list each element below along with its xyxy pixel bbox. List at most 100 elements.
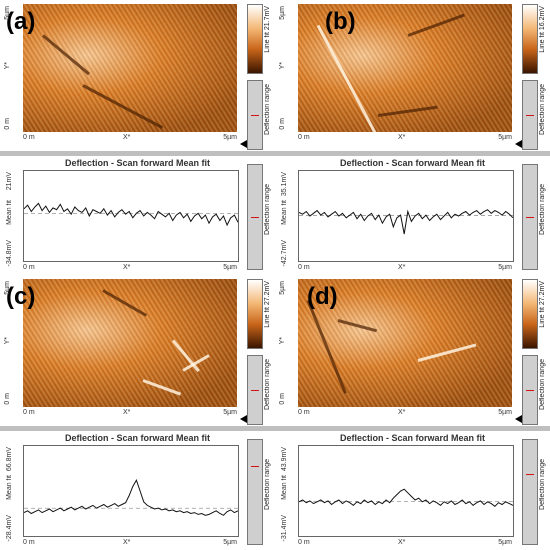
profile-plot (298, 170, 514, 262)
afm-image (23, 279, 237, 407)
color-scale-label: Line fit 21.7mV (264, 6, 271, 53)
profile-range-label: Deflection range (539, 459, 546, 510)
profile-title: Deflection - Scan forward Mean fit (64, 158, 211, 168)
deflection-range-slider[interactable] (247, 80, 263, 150)
afm-image (298, 279, 512, 407)
afm-image (23, 4, 237, 132)
panel-c: (c) 5µm Y* 0 m 0 m X* 5µm Line fit 27.2m… (0, 275, 275, 550)
y-axis-bottom-label: 0 m (4, 393, 11, 405)
profile-title: Deflection - Scan forward Mean fit (339, 433, 486, 443)
y-axis-top-label: 5µm (4, 281, 11, 295)
color-scale-bar (247, 279, 263, 349)
deflection-range-label: Deflection range (264, 84, 271, 135)
profile-range-slider[interactable] (522, 164, 538, 270)
profile-x-left-label: 0 m (298, 264, 310, 271)
x-axis: 0 m X* 5µm (298, 134, 512, 144)
panel-letter: (c) (6, 283, 36, 310)
x-axis-right-label: 5µm (498, 134, 512, 141)
x-axis: 0 m X* 5µm (23, 134, 237, 144)
y-axis-top-label: 5µm (4, 6, 11, 20)
scan-line-pointer-icon[interactable] (240, 140, 247, 148)
y-axis-bottom-label: 0 m (4, 118, 11, 130)
divider (0, 151, 275, 156)
profile-y-bottom-label: -34.8mV (6, 240, 13, 267)
y-axis-top-label: 5µm (279, 6, 286, 20)
profile-y-mid-label: Mean fit (281, 475, 288, 500)
profile-svg (24, 202, 238, 227)
profile-x-mid-label: X* (123, 264, 131, 271)
x-axis-left-label: 0 m (298, 134, 310, 141)
profile-y-mid-label: Mean fit (6, 475, 13, 500)
x-axis-mid-label: X* (123, 409, 131, 416)
x-axis-left-label: 0 m (298, 409, 310, 416)
y-axis-bottom-label: 0 m (279, 118, 286, 130)
profile-x-right-label: 5µm (498, 539, 512, 546)
color-scale-bar (247, 4, 263, 74)
scan-line-pointer-icon[interactable] (515, 140, 522, 148)
y-axis-top-label: 5µm (279, 281, 286, 295)
profile-x-mid-label: X* (123, 539, 131, 546)
divider (275, 426, 550, 431)
profile-y-top-label: 43.9mV (281, 447, 288, 472)
panel-b: (b) 5µm Y* 0 m 0 m X* 5µm Line fit 16.2m… (275, 0, 550, 275)
y-axis-mid-label: Y* (279, 337, 286, 345)
x-axis-left-label: 0 m (23, 409, 35, 416)
profile-y-mid-label: Mean fit (281, 200, 288, 225)
profile-range-label: Deflection range (539, 184, 546, 235)
panel-letter: (a) (6, 8, 36, 35)
profile-y-top-label: 66.8mV (6, 447, 13, 472)
profile-x-left-label: 0 m (23, 539, 35, 546)
x-axis-right-label: 5µm (223, 134, 237, 141)
panel-letter: (b) (325, 8, 356, 35)
y-axis-bottom-label: 0 m (279, 393, 286, 405)
scan-line-pointer-icon[interactable] (240, 415, 247, 423)
deflection-range-label: Deflection range (539, 359, 546, 410)
profile-title: Deflection - Scan forward Mean fit (339, 158, 486, 168)
x-axis: 0 m X* 5µm (298, 409, 512, 419)
x-axis-mid-label: X* (398, 409, 406, 416)
profile-plot (298, 445, 514, 537)
panel-letter: (d) (307, 283, 338, 310)
profile-title: Deflection - Scan forward Mean fit (64, 433, 211, 443)
profile-range-slider[interactable] (522, 439, 538, 545)
y-axis-mid-label: Y* (279, 62, 286, 70)
profile-line (24, 478, 238, 516)
y-axis-mid-label: Y* (4, 62, 11, 70)
x-axis-mid-label: X* (398, 134, 406, 141)
profile-line (299, 488, 513, 507)
profile-x-axis: 0 m X* 5µm (23, 264, 237, 274)
profile-x-right-label: 5µm (223, 264, 237, 271)
x-axis-right-label: 5µm (223, 409, 237, 416)
profile-plot (23, 445, 239, 537)
profile-x-mid-label: X* (398, 264, 406, 271)
profile-svg (299, 209, 513, 235)
profile-line (299, 209, 513, 235)
panel-d: (d) 5µm Y* 0 m 0 m X* 5µm Line fit 27.2m… (275, 275, 550, 550)
profile-y-bottom-label: -31.4mV (281, 515, 288, 542)
profile-plot (23, 170, 239, 262)
color-scale-bar (522, 279, 538, 349)
afm-image (298, 4, 512, 132)
profile-y-bottom-label: -28.4mV (6, 515, 13, 542)
color-scale-label: Line fit 16.2mV (539, 6, 546, 53)
divider (0, 426, 275, 431)
panel-a: (a) 5µm Y* 0 m 0 m X* 5µm Line fit 21.7m… (0, 0, 275, 275)
profile-x-left-label: 0 m (298, 539, 310, 546)
profile-x-right-label: 5µm (498, 264, 512, 271)
profile-y-bottom-label: -42.7mV (281, 240, 288, 267)
profile-line (24, 202, 238, 227)
divider (275, 151, 550, 156)
deflection-range-label: Deflection range (264, 359, 271, 410)
deflection-range-slider[interactable] (522, 80, 538, 150)
profile-range-slider[interactable] (247, 439, 263, 545)
scan-line-pointer-icon[interactable] (515, 415, 522, 423)
profile-svg (299, 488, 513, 507)
x-axis-left-label: 0 m (23, 134, 35, 141)
deflection-range-slider[interactable] (522, 355, 538, 425)
profile-range-slider[interactable] (247, 164, 263, 270)
color-scale-bar (522, 4, 538, 74)
color-scale-label: Line fit 27.2mV (539, 281, 546, 328)
deflection-range-slider[interactable] (247, 355, 263, 425)
profile-x-axis: 0 m X* 5µm (298, 539, 512, 549)
profile-svg (24, 478, 238, 516)
